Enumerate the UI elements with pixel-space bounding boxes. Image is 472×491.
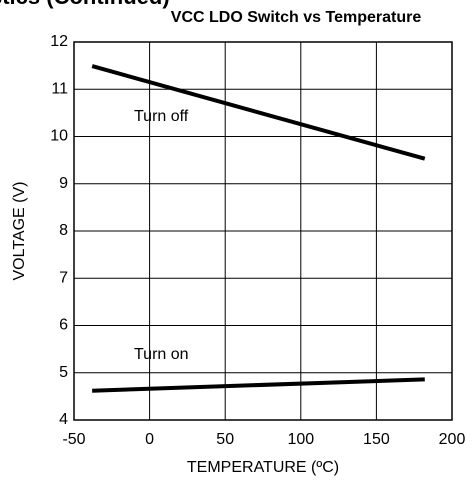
- x-tick-label: 50: [216, 431, 234, 448]
- x-tick-label: 150: [363, 431, 390, 448]
- y-tick-label: 12: [50, 33, 68, 50]
- y-tick-label: 4: [59, 411, 68, 428]
- y-tick-label: 8: [59, 222, 68, 239]
- x-tick-label: 100: [287, 431, 314, 448]
- y-tick-label: 10: [50, 128, 68, 145]
- page-header: stics (Continued): [0, 0, 170, 9]
- y-tick-label: 6: [59, 317, 68, 334]
- plot-frame: [73, 41, 453, 421]
- y-tick-label: 5: [59, 364, 68, 381]
- series-line: [91, 64, 426, 161]
- y-tick-label: 11: [51, 80, 68, 97]
- series-label: Turn off: [134, 108, 189, 125]
- series-line: [92, 377, 425, 393]
- y-tick-label: 7: [59, 269, 68, 286]
- y-tick-label: 9: [59, 175, 68, 192]
- x-tick-label: 200: [439, 431, 466, 448]
- chart-title: VCC LDO Switch vs Temperature: [171, 9, 422, 26]
- x-tick-label: -50: [62, 431, 85, 448]
- y-axis-label: VOLTAGE (V): [11, 182, 28, 281]
- series-label: Turn on: [134, 346, 189, 363]
- x-tick-label: 0: [145, 431, 154, 448]
- x-axis-label: TEMPERATURE (ºC): [187, 459, 339, 476]
